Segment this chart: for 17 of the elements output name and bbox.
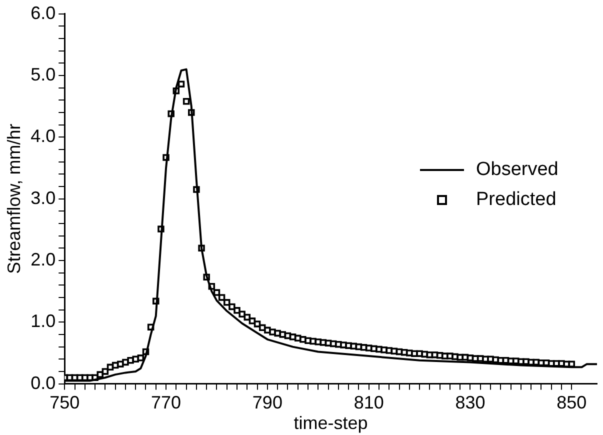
y-axis-title: Streamflow, mm/hr [4,124,24,274]
y-tick-label: 1.0 [30,311,56,332]
y-tick-label: 2.0 [30,249,56,270]
x-tick-label: 810 [354,392,384,413]
x-tick-label: 830 [455,392,486,413]
y-tick-label: 3.0 [30,188,56,208]
y-tick-label: 4.0 [30,126,56,146]
x-axis-title: time-step [294,413,368,434]
y-tick-label: 5.0 [30,64,56,84]
y-tick-label: 6.0 [30,2,56,23]
x-tick-label: 850 [556,392,587,413]
y-tick-label: 0.0 [30,372,56,393]
x-tick-label: 790 [252,392,282,413]
x-tick-label: 770 [151,392,182,413]
legend-label: Predicted [476,189,556,211]
legend-label: Observed [476,159,558,181]
x-tick-label: 750 [50,392,80,413]
